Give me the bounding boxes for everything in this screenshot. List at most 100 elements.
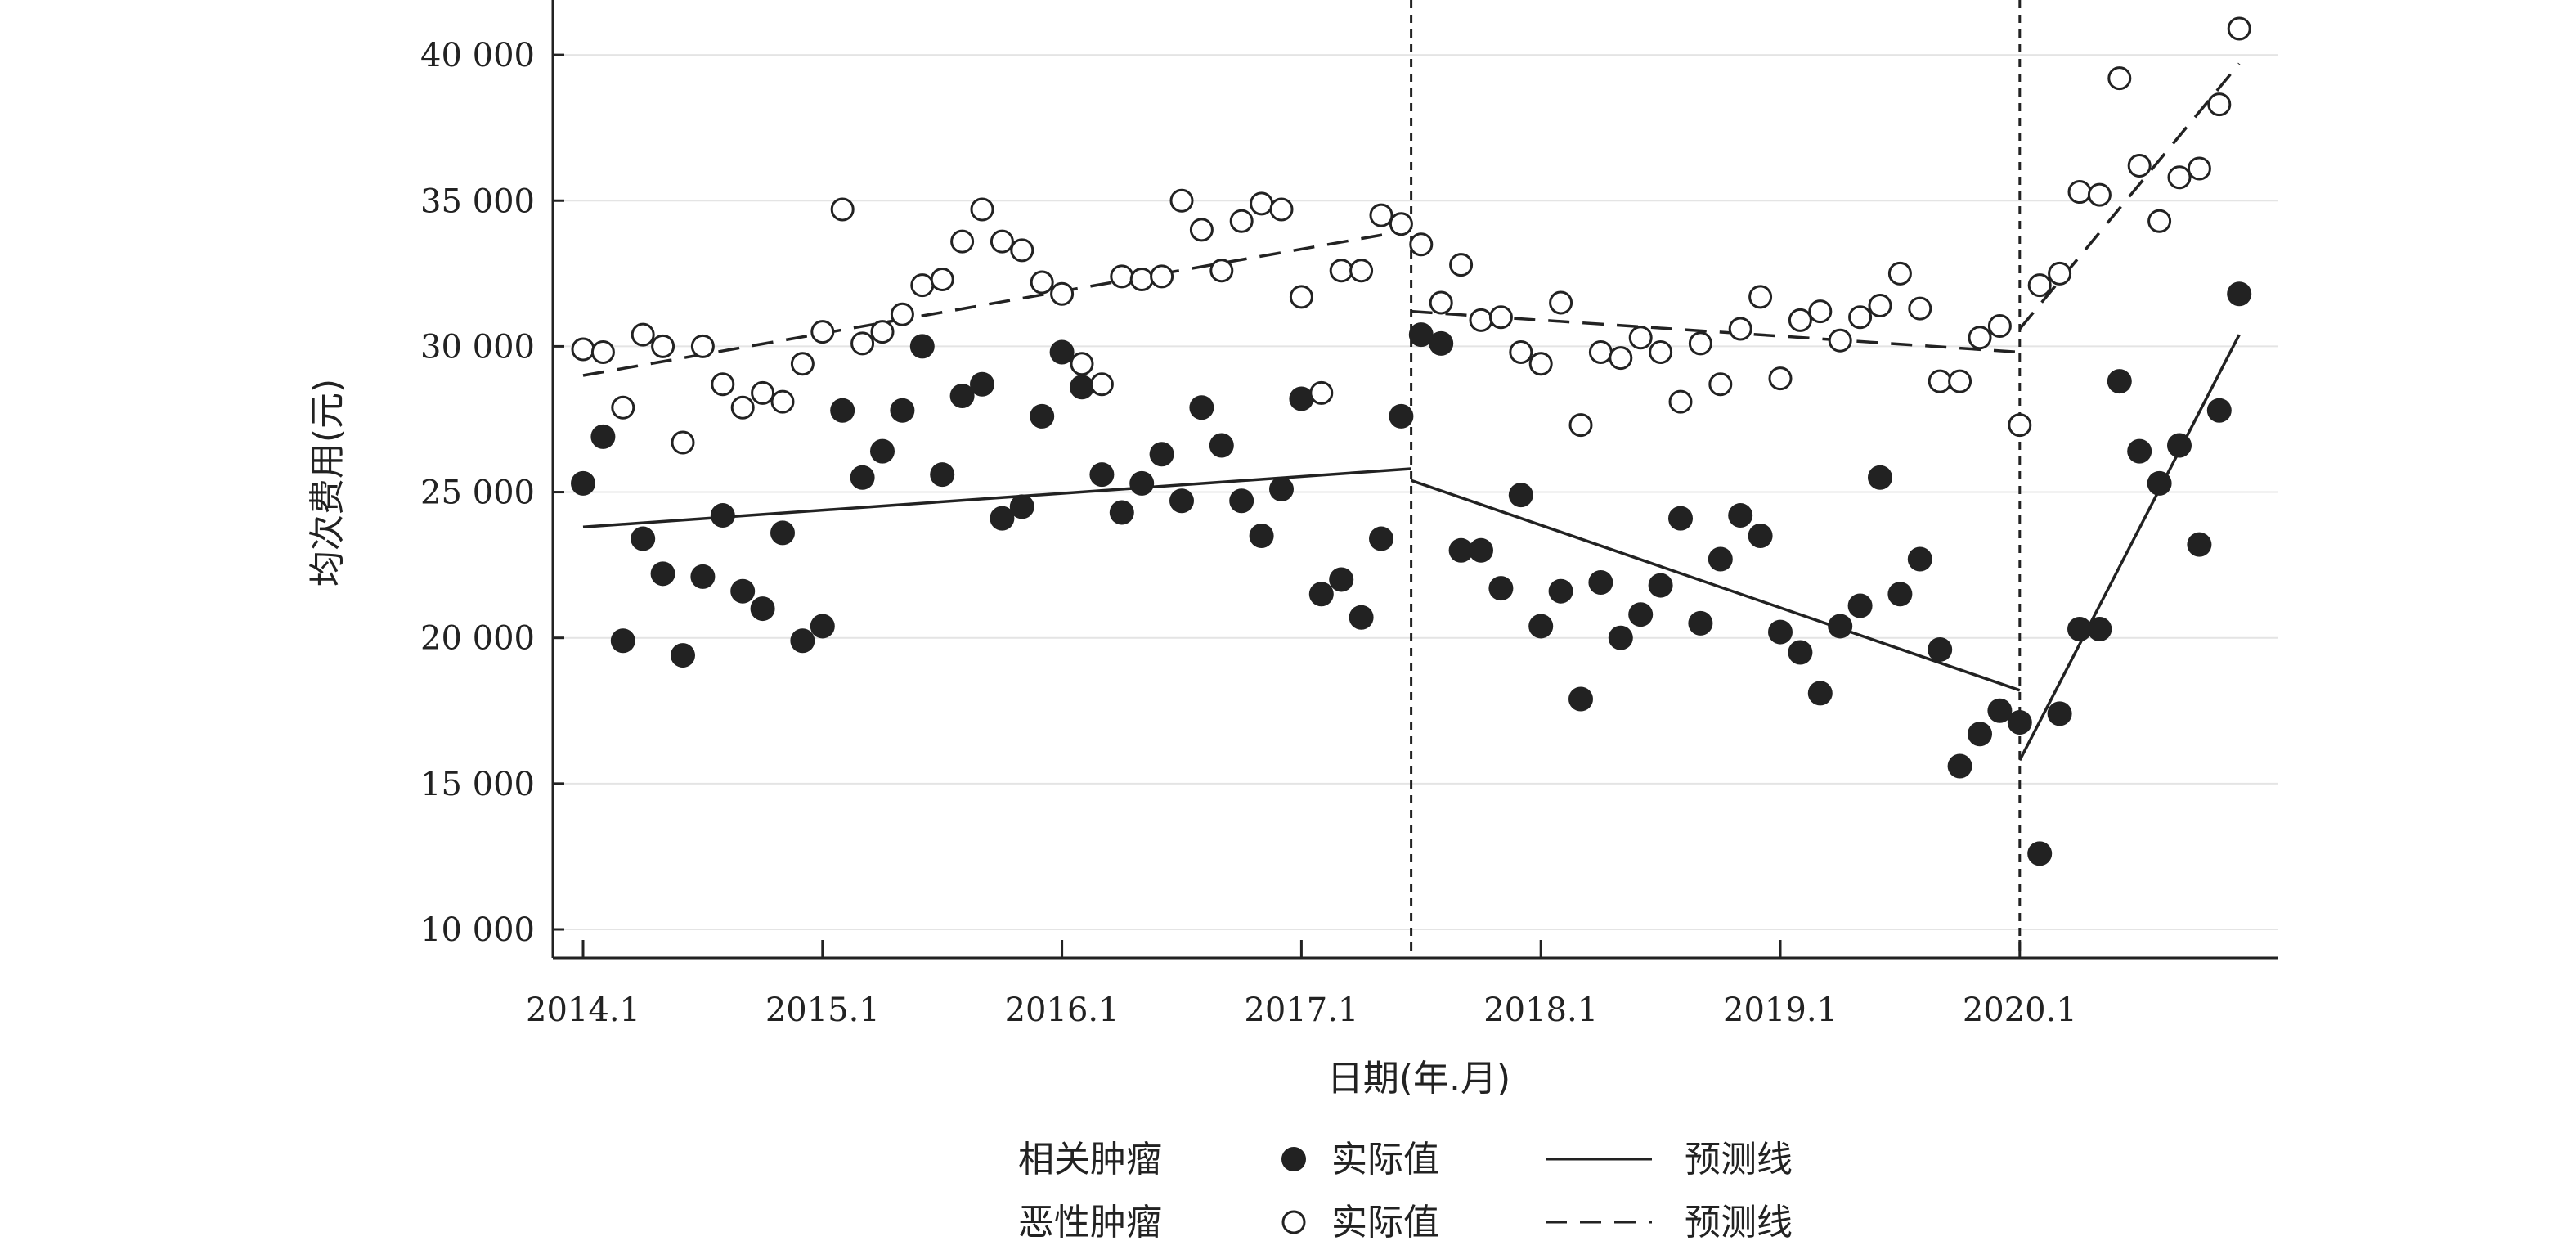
malignant-actual-point [1071, 353, 1093, 375]
y-axis-title: 均次费用(元) [307, 379, 348, 587]
malignant-actual-point [1989, 315, 2010, 336]
related-actual-point [2127, 439, 2152, 464]
x-tick-label: 2020.1 [1963, 991, 2077, 1029]
related-actual-point [1528, 614, 1553, 638]
malignant-actual-point [1331, 260, 1352, 281]
malignant-actual-point [1411, 234, 1432, 255]
malignant-actual-point [792, 353, 813, 375]
related-actual-point [2227, 281, 2251, 306]
x-tick-label: 2015.1 [765, 991, 880, 1029]
malignant-actual-point [1610, 348, 1631, 369]
malignant-actual-point [1251, 193, 1272, 214]
malignant-actual-point [891, 304, 913, 325]
related-actual-point [730, 579, 755, 604]
malignant-actual-point [2069, 182, 2090, 203]
related-actual-point [1269, 477, 1294, 501]
related-actual-point [810, 614, 835, 638]
related-actual-point [1030, 404, 1054, 429]
malignant-actual-point [1590, 342, 1611, 363]
malignant-actual-point [1969, 327, 1990, 348]
malignant-actual-point [991, 231, 1012, 252]
related-actual-point [1549, 579, 1573, 604]
related-actual-point [611, 628, 635, 653]
malignant-actual-point [2009, 415, 2031, 436]
malignant-actual-point [1630, 327, 1651, 348]
related-actual-point [2087, 617, 2112, 641]
related-actual-point [1189, 395, 1214, 420]
related-actual-point [1788, 641, 1812, 665]
malignant-actual-point [812, 321, 833, 343]
malignant-actual-point [1889, 263, 1910, 284]
malignant-actual-point [1290, 286, 1312, 308]
related-actual-point [1429, 331, 1453, 356]
malignant-actual-point [1510, 342, 1532, 363]
y-tick-label: 15 000 [420, 766, 535, 803]
malignant-actual-point [1430, 292, 1452, 313]
x-tick-label: 2018.1 [1483, 991, 1598, 1029]
malignant-actual-point [632, 324, 653, 345]
related-actual-point [1868, 465, 1892, 490]
related-actual-point [1488, 576, 1513, 600]
malignant-actual-point [1091, 374, 1112, 395]
related-actual-point [1329, 567, 1353, 591]
related-actual-point [1129, 471, 1154, 496]
malignant-actual-point [1770, 368, 1791, 389]
legend: 相关肿瘤 恶性肿瘤 实际值 实际值 预测线 预测线 [1018, 1139, 1793, 1243]
malignant-actual-point [2188, 158, 2210, 179]
malignant-actual-point [1390, 214, 1411, 235]
related-actual-point [1828, 614, 1852, 638]
related-actual-point [1349, 605, 1374, 630]
malignant-actual-point [1910, 298, 1931, 319]
malignant-actual-point [872, 321, 893, 343]
related-actual-point [1568, 687, 1593, 712]
malignant-actual-point [1750, 286, 1771, 308]
related-actual-point [1808, 681, 1833, 705]
related-actual-point [1250, 524, 1274, 548]
y-tick-label: 10 000 [420, 911, 535, 949]
legend-fit-label-related: 预测线 [1685, 1139, 1793, 1180]
legend-filled-circle-marker [1281, 1147, 1306, 1171]
y-tick-label: 20 000 [420, 620, 535, 658]
related-actual-point [2187, 533, 2211, 557]
related-actual-point [1887, 582, 1912, 606]
malignant-actual-point [1351, 260, 1372, 281]
related-actual-point [1688, 611, 1712, 636]
related-actual-point [2027, 841, 2052, 866]
malignant-actual-point [2129, 155, 2150, 176]
malignant-actual-point [1670, 391, 1691, 412]
malignant-actual-point [2049, 263, 2071, 284]
malignant-actual-point [752, 382, 774, 403]
related-actual-point [1649, 573, 1673, 598]
related-actual-point [1588, 570, 1613, 595]
related-actual-point [1150, 442, 1174, 466]
y-tick-label: 35 000 [420, 182, 535, 220]
malignant-actual-point [1530, 353, 1551, 375]
x-tick-label: 2017.1 [1244, 991, 1358, 1029]
malignant-actual-point [2228, 18, 2250, 39]
related-actual-point [2147, 471, 2172, 496]
related-actual-point [671, 643, 695, 668]
related-actual-point [830, 398, 855, 423]
malignant-actual-point [1690, 333, 1711, 354]
malignant-actual-point [1211, 260, 1232, 281]
related-actual-point [1229, 488, 1254, 513]
malignant-actual-point [692, 335, 713, 357]
malignant-actual-point [1869, 295, 1891, 317]
malignant-actual-point [1789, 309, 1811, 330]
x-tick-label: 2014.1 [526, 991, 640, 1029]
legend-group-label-malignant: 恶性肿瘤 [1018, 1202, 1162, 1243]
related-actual-point [1768, 620, 1793, 645]
related-actual-point [690, 564, 715, 589]
x-tick-label: 2016.1 [1005, 991, 1120, 1029]
legend-group-label-related: 相关肿瘤 [1018, 1139, 1162, 1180]
legend-open-circle-marker [1283, 1212, 1304, 1233]
malignant-actual-point [852, 333, 873, 354]
malignant-actual-point [1551, 292, 1572, 313]
malignant-actual-point [1111, 266, 1133, 287]
malignant-actual-point [1850, 307, 1871, 328]
malignant-actual-point [1271, 199, 1292, 220]
malignant-actual-point [1131, 268, 1152, 290]
malignant-actual-point [1191, 219, 1212, 241]
related-actual-point [2167, 434, 2192, 458]
